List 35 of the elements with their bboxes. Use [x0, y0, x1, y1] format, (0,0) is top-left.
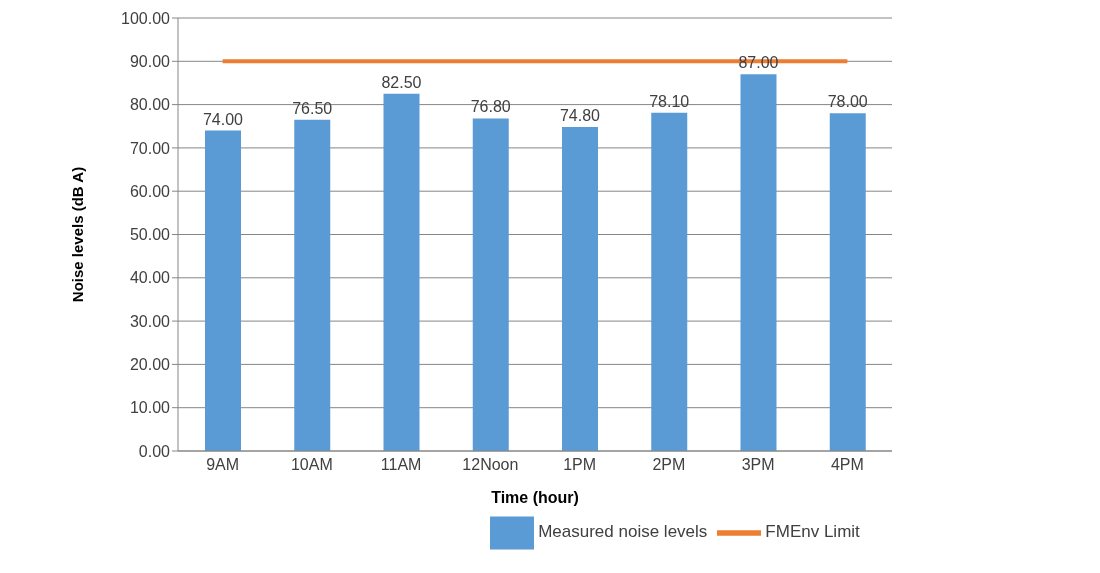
x-tick-label: 3PM	[741, 456, 775, 474]
y-tick-label: 40.00	[129, 269, 171, 287]
bar	[740, 74, 777, 451]
y-tick-label: 90.00	[129, 52, 171, 70]
legend-label: FMEnv Limit	[765, 522, 860, 542]
x-axis-title: Time (hour)	[491, 489, 579, 506]
y-tick-label: 20.00	[129, 356, 171, 374]
y-tick-label: 80.00	[129, 96, 171, 114]
y-tick-label: 0.00	[138, 442, 171, 460]
x-tick-label: 1PM	[563, 456, 597, 474]
y-tick-label: 100.00	[121, 9, 171, 27]
data-label: 74.80	[559, 107, 601, 125]
y-tick-label: 50.00	[129, 226, 171, 244]
x-tick-label: 9AM	[206, 456, 240, 474]
bar	[294, 119, 331, 451]
x-tick-label: 2PM	[652, 456, 686, 474]
data-label: 74.00	[202, 110, 244, 128]
bar	[472, 118, 509, 451]
data-label: 82.50	[381, 73, 422, 91]
y-tick-label: 70.00	[129, 139, 171, 157]
data-label: 76.50	[292, 99, 333, 117]
x-tick-label: 4PM	[830, 456, 864, 474]
y-axis-title: Noise levels (dB A)	[69, 166, 87, 303]
y-tick-label: 30.00	[129, 312, 171, 330]
x-tick-label: 12Noon	[462, 456, 519, 474]
y-tick-label: 60.00	[129, 182, 171, 200]
bar	[205, 130, 241, 451]
bar	[829, 113, 866, 451]
bar	[562, 127, 598, 451]
legend-label: Measured noise levels	[538, 522, 708, 542]
x-tick-label: 11AM	[380, 456, 422, 474]
bar	[651, 112, 688, 451]
bar	[383, 93, 420, 451]
y-tick-label: 10.00	[129, 399, 171, 417]
x-tick-label: 10AM	[290, 456, 333, 474]
